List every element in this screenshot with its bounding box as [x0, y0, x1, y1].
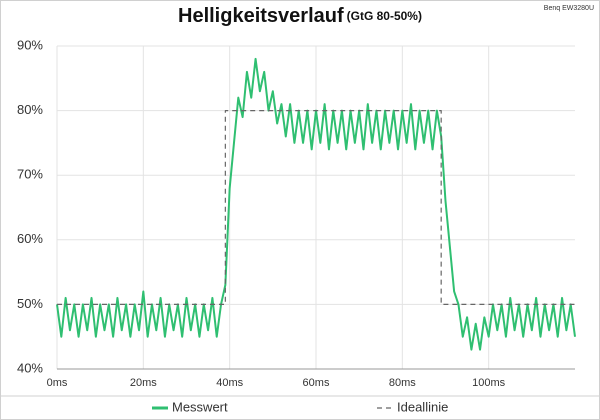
y-tick-label: 50%	[17, 296, 43, 311]
legend-label: Messwert	[172, 399, 228, 414]
annotation: Benq EW3280U	[544, 5, 594, 12]
y-tick-label: 80%	[17, 102, 43, 117]
x-tick-label: 80ms	[389, 377, 416, 389]
x-tick-label: 20ms	[130, 377, 157, 389]
series-line	[57, 110, 575, 305]
y-tick-label: 90%	[17, 37, 43, 52]
y-tick-label: 70%	[17, 167, 43, 182]
y-tick-label: 60%	[17, 231, 43, 246]
x-tick-label: 0ms	[47, 377, 68, 389]
legend-label: Ideallinie	[397, 399, 448, 414]
chart-title-group: Helligkeitsverlauf (GtG 80-50%)	[178, 5, 422, 27]
x-tick-label: 100ms	[472, 377, 506, 389]
x-tick-label: 60ms	[303, 377, 330, 389]
y-tick-label: 40%	[17, 360, 43, 375]
chart-title: Helligkeitsverlauf	[178, 5, 344, 27]
x-tick-label: 40ms	[216, 377, 243, 389]
chart-subtitle: (GtG 80-50%)	[347, 9, 422, 23]
